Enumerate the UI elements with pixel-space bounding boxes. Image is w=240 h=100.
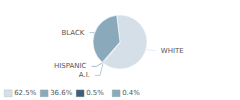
svg-text:0.5%: 0.5%: [86, 89, 104, 97]
svg-text:36.6%: 36.6%: [50, 89, 73, 97]
svg-text:WHITE: WHITE: [161, 47, 184, 55]
svg-text:HISPANIC: HISPANIC: [54, 62, 87, 70]
svg-text:0.4%: 0.4%: [122, 89, 140, 97]
svg-text:A.I.: A.I.: [79, 71, 90, 79]
svg-text:BLACK: BLACK: [61, 29, 84, 37]
svg-text:62.5%: 62.5%: [14, 89, 37, 97]
